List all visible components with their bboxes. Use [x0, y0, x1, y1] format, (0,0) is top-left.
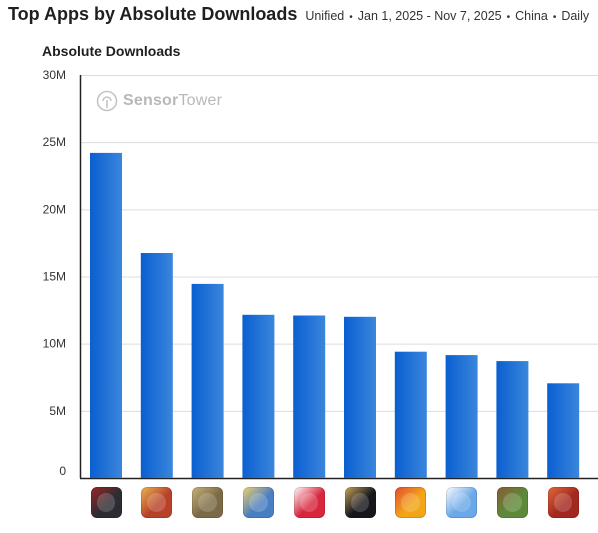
bar[interactable]	[547, 383, 580, 478]
y-tick-label: 10M	[43, 337, 66, 351]
bar[interactable]	[90, 152, 122, 478]
y-tick-label: 25M	[43, 135, 66, 149]
filter-separator: •	[349, 12, 353, 23]
cute-adventure-game-icon[interactable]	[242, 487, 274, 518]
sensortower-logo-icon	[96, 90, 118, 112]
bar[interactable]	[445, 355, 478, 478]
red-hair-heroine-game-icon[interactable]	[547, 487, 579, 518]
bar[interactable]	[140, 253, 173, 478]
y-tick-label: 0	[59, 464, 66, 478]
hero-fighter-game-icon[interactable]	[141, 487, 173, 518]
bar[interactable]	[242, 314, 275, 478]
dark-warrior-game-icon[interactable]	[90, 487, 122, 518]
snow-adventure-game-icon[interactable]	[446, 487, 478, 518]
red-shield-app-icon[interactable]	[293, 487, 325, 518]
y-tick-label: 15M	[43, 270, 66, 284]
bar[interactable]	[191, 283, 224, 478]
filter-summary: Unified • Jan 1, 2025 - Nov 7, 2025 • Ch…	[305, 9, 589, 23]
chart-header: Top Apps by Absolute Downloads Unified •…	[8, 4, 589, 25]
bar[interactable]	[344, 316, 376, 478]
dark-fantasy-game-icon[interactable]	[344, 487, 376, 518]
bar[interactable]	[496, 361, 529, 478]
filter-date-range: Jan 1, 2025 - Nov 7, 2025	[357, 9, 502, 23]
filter-granularity: Daily	[561, 9, 590, 23]
filter-separator: •	[552, 12, 557, 23]
block-world-game-icon[interactable]	[496, 487, 528, 518]
y-tick-label: 20M	[43, 202, 66, 216]
sensortower-watermark: Sensor Tower	[96, 90, 222, 112]
y-tick-label: 5M	[49, 404, 66, 418]
battle-royale-game-icon[interactable]	[192, 487, 224, 518]
bar[interactable]	[293, 315, 326, 479]
watermark-suffix: Tower	[178, 92, 223, 109]
filter-platform: Unified	[305, 9, 345, 23]
bar[interactable]	[394, 351, 427, 478]
y-tick-label: 30M	[43, 68, 66, 82]
watermark-brand: Sensor	[123, 92, 179, 109]
chart-title: Absolute Downloads	[42, 43, 181, 59]
page-title: Top Apps by Absolute Downloads	[8, 4, 298, 24]
filter-country: China	[515, 9, 548, 23]
filter-separator: •	[506, 12, 511, 23]
party-characters-game-icon[interactable]	[395, 487, 427, 518]
